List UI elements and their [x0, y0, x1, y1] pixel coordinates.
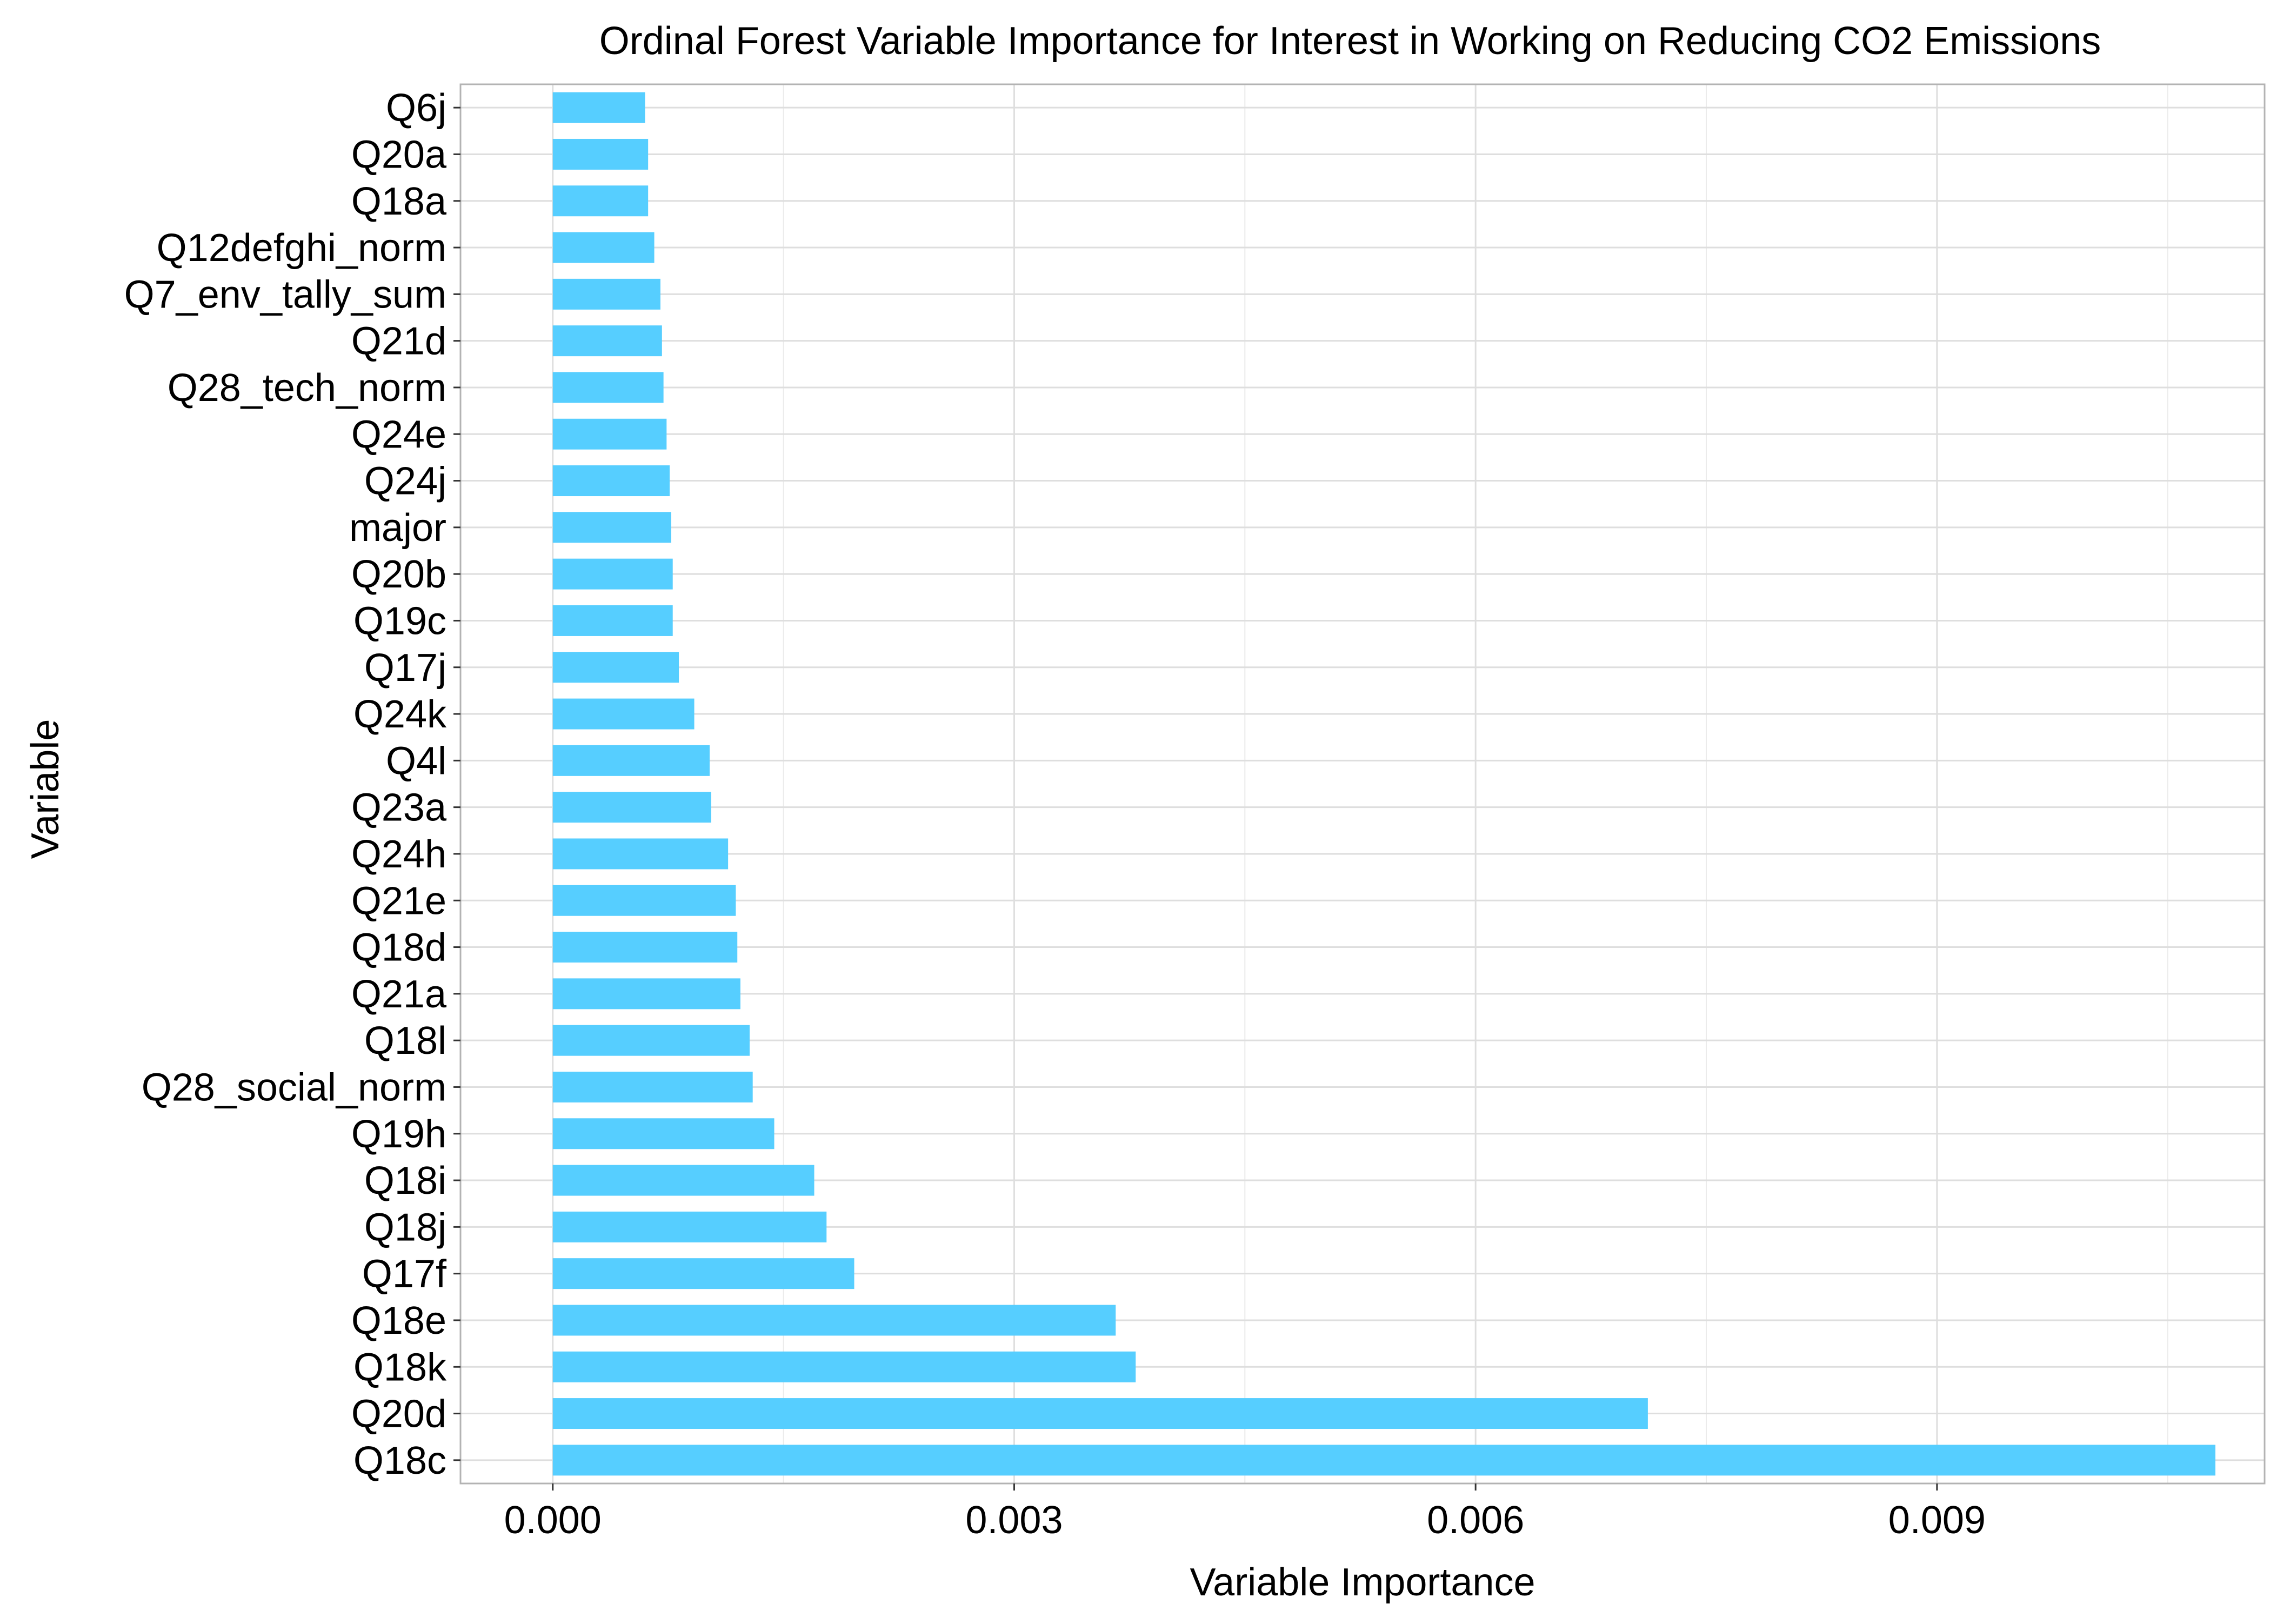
bar-Q18l	[552, 1025, 750, 1056]
y-tick-label-16: Q24h	[351, 833, 446, 876]
y-tick-label-6: Q28_tech_norm	[168, 366, 446, 410]
y-tick-label-26: Q18e	[351, 1299, 446, 1342]
y-tick-label-14: Q4l	[386, 739, 446, 783]
y-tick-label-8: Q24j	[364, 460, 446, 503]
y-tick-label-28: Q20d	[351, 1393, 446, 1436]
panel-border	[459, 83, 2266, 1485]
bar-Q23a	[552, 792, 711, 823]
x-tick-labels: 0.000 0.003 0.006 0.009	[504, 1499, 1986, 1542]
y-tick-label-2: Q18a	[351, 180, 447, 223]
y-tick-label-5: Q21d	[351, 320, 446, 363]
y-tick-label-9: major	[349, 506, 446, 550]
bars	[552, 92, 2215, 1476]
bar-Q21a	[552, 978, 740, 1010]
y-tick-label-20: Q18l	[364, 1019, 446, 1062]
bar-Q24e	[552, 418, 667, 450]
bar-Q12defghi_norm	[552, 232, 655, 263]
bar-Q28_tech_norm	[552, 372, 664, 403]
bar-Q19h	[552, 1118, 775, 1150]
y-tick-label-3: Q12defghi_norm	[157, 226, 446, 270]
bar-Q21e	[552, 885, 736, 916]
y-tick-label-27: Q18k	[353, 1346, 447, 1389]
y-tick-label-18: Q18d	[351, 926, 446, 970]
bar-Q17f	[552, 1258, 854, 1289]
y-tick-label-17: Q21e	[351, 879, 446, 923]
bar-Q6j	[552, 92, 645, 123]
bar-Q4l	[552, 745, 710, 776]
bar-Q24h	[552, 838, 729, 870]
bar-Q18a	[552, 185, 649, 217]
bar-Q20b	[552, 558, 673, 590]
grid-lines	[460, 84, 2265, 1483]
bar-Q24j	[552, 465, 670, 497]
bar-Q19c	[552, 605, 673, 636]
y-tick-labels: Q6jQ20aQ18aQ12defghi_normQ7_env_tally_su…	[124, 86, 447, 1482]
bar-Q18k	[552, 1351, 1136, 1382]
y-tick-label-11: Q19c	[353, 599, 446, 643]
y-tick-label-19: Q21a	[351, 973, 447, 1016]
bar-Q21d	[552, 325, 662, 357]
bar-Q7_env_tally_sum	[552, 278, 660, 310]
y-tick-label-4: Q7_env_tally_sum	[124, 273, 446, 316]
y-tick-label-22: Q19h	[351, 1113, 446, 1156]
bar-Q28_social_norm	[552, 1071, 753, 1102]
y-tick-label-7: Q24e	[351, 413, 446, 456]
chart-title: Ordinal Forest Variable Importance for I…	[599, 19, 2101, 63]
x-tick-label-2: 0.006	[1427, 1499, 1524, 1542]
bar-Q18j	[552, 1211, 827, 1242]
bar-Q18i	[552, 1165, 814, 1196]
y-axis-title: Variable	[24, 719, 67, 859]
y-tick-label-24: Q18j	[364, 1206, 446, 1249]
bar-Q20d	[552, 1398, 1648, 1429]
y-tick-label-25: Q17f	[362, 1253, 447, 1296]
y-tick-label-13: Q24k	[353, 693, 447, 736]
x-tick-label-0: 0.000	[504, 1499, 602, 1542]
y-tick-label-1: Q20a	[351, 133, 447, 176]
y-tick-label-29: Q18c	[353, 1439, 446, 1482]
y-tick-label-21: Q28_social_norm	[142, 1066, 446, 1109]
y-tick-label-10: Q20b	[351, 553, 446, 596]
x-tick-label-1: 0.003	[965, 1499, 1063, 1542]
bar-Q18e	[552, 1305, 1116, 1336]
bar-Q17j	[552, 652, 679, 683]
bar-Q20a	[552, 138, 649, 170]
bar-Q18d	[552, 932, 738, 963]
y-tick-label-0: Q6j	[386, 86, 446, 130]
bar-Q18c	[552, 1445, 2215, 1476]
bar-Q24k	[552, 698, 695, 730]
x-tick-label-3: 0.009	[1888, 1499, 1986, 1542]
y-tick-label-12: Q17j	[364, 646, 446, 690]
y-tick-label-23: Q18i	[364, 1159, 446, 1202]
y-tick-label-15: Q23a	[351, 786, 447, 830]
bar-major	[552, 512, 671, 543]
axis-ticks	[453, 106, 1938, 1491]
x-axis-title: Variable Importance	[1190, 1561, 1535, 1604]
